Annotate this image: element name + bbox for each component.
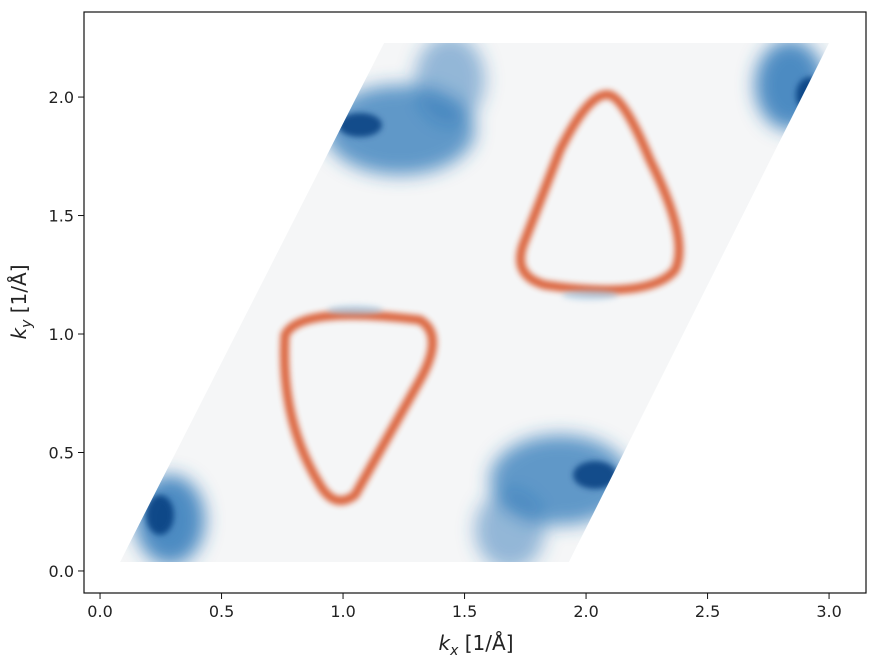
x-tick-label: 1.5	[452, 602, 477, 621]
x-tick-label: 2.5	[695, 602, 720, 621]
x-axis-label: kx [1/Å]	[439, 631, 514, 659]
heatmap-field	[120, 43, 829, 562]
y-tick-label: 0.5	[49, 443, 74, 462]
axes-frame	[83, 11, 867, 594]
y-tick-label: 2.0	[49, 88, 74, 107]
x-tick-label: 0.5	[209, 602, 234, 621]
y-label-unit: [1/Å]	[7, 265, 31, 320]
x-tick-label: 2.0	[573, 602, 598, 621]
x-tick-label: 0.0	[87, 602, 112, 621]
x-label-symbol: k	[439, 631, 452, 655]
x-label-subscript: x	[449, 643, 459, 659]
y-tick-label: 0.0	[49, 562, 74, 581]
x-label-unit: [1/Å]	[458, 631, 513, 655]
y-tick-label: 1.0	[49, 325, 74, 344]
x-tick-label: 3.0	[816, 602, 841, 621]
x-tick-label: 1.0	[330, 602, 355, 621]
y-axis-label: ky [1/Å]	[7, 265, 35, 340]
y-label-subscript: y	[19, 319, 35, 329]
y-tick-label: 1.5	[49, 207, 74, 226]
y-label-symbol: k	[7, 327, 31, 340]
